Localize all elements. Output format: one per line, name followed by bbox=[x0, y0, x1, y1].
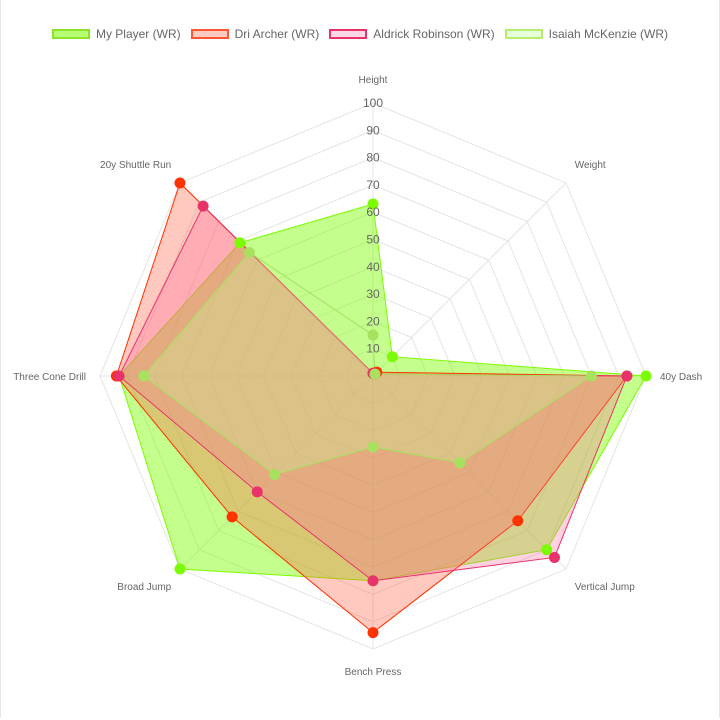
legend: My Player (WR) Dri Archer (WR) Aldrick R… bbox=[0, 27, 720, 41]
tick-label-30: 30 bbox=[366, 287, 380, 301]
axis-label-40y-dash: 40y Dash bbox=[660, 372, 702, 383]
series-0-point-1 bbox=[386, 351, 398, 363]
series-2-point-4 bbox=[367, 575, 379, 587]
series-1-point-5 bbox=[226, 511, 238, 523]
series-2-point-3 bbox=[548, 551, 560, 563]
axis-label-vertical-jump: Vertical Jump bbox=[575, 582, 635, 593]
series-3-point-1 bbox=[369, 368, 381, 380]
series-3-point-0 bbox=[367, 329, 379, 341]
series-3-point-2 bbox=[585, 370, 597, 382]
tick-label-50: 50 bbox=[366, 233, 380, 247]
series-3-point-4 bbox=[367, 441, 379, 453]
legend-label-my-player: My Player (WR) bbox=[95, 27, 181, 41]
series-1-point-3 bbox=[512, 515, 524, 527]
tick-label-20: 20 bbox=[366, 314, 380, 328]
axis-label-weight: Weight bbox=[575, 160, 606, 171]
series-1-point-4 bbox=[367, 627, 379, 639]
legend-swatch-isaiah-mckenzie bbox=[504, 29, 543, 39]
axis-label-three-cone-drill: Three Cone Drill bbox=[13, 372, 86, 383]
legend-label-dri-archer: Dri Archer (WR) bbox=[234, 27, 320, 41]
radar-points bbox=[110, 177, 652, 639]
axis-label-broad-jump: Broad Jump bbox=[117, 582, 171, 593]
legend-item-isaiah-mckenzie[interactable]: Isaiah McKenzie (WR) bbox=[504, 27, 669, 41]
series-0-point-5 bbox=[174, 563, 186, 575]
radar-areas bbox=[115, 182, 647, 634]
tick-label-40: 40 bbox=[366, 260, 380, 274]
series-2-point-6 bbox=[113, 370, 125, 382]
tick-label-90: 90 bbox=[366, 123, 380, 137]
legend-item-aldrick-robinson[interactable]: Aldrick Robinson (WR) bbox=[329, 27, 495, 41]
series-2-point-7 bbox=[197, 200, 209, 212]
legend-swatch-aldrick-robinson bbox=[329, 29, 368, 39]
tick-label-70: 70 bbox=[366, 178, 380, 192]
series-2-point-2 bbox=[621, 370, 633, 382]
series-1-point-7 bbox=[174, 177, 186, 189]
series-3-point-7 bbox=[243, 246, 255, 258]
radar-grid bbox=[99, 102, 647, 650]
legend-swatch-dri-archer bbox=[190, 29, 229, 39]
tick-label-60: 60 bbox=[366, 205, 380, 219]
radar-tick-labels: 10 20 30 40 50 60 70 80 90 100 bbox=[363, 96, 383, 356]
axis-label-20y-shuttle-run: 20y Shuttle Run bbox=[100, 160, 171, 171]
legend-item-my-player[interactable]: My Player (WR) bbox=[51, 27, 181, 41]
legend-label-isaiah-mckenzie: Isaiah McKenzie (WR) bbox=[548, 27, 669, 41]
grid-spoke-3 bbox=[372, 375, 567, 570]
series-3-point-6 bbox=[138, 370, 150, 382]
series-0-point-3 bbox=[541, 544, 553, 556]
tick-label-100: 100 bbox=[363, 96, 383, 110]
series-0-point-2 bbox=[640, 370, 652, 382]
series-2-point-5 bbox=[251, 486, 263, 498]
axis-label-height: Height bbox=[359, 75, 388, 86]
series-3-point-5 bbox=[269, 468, 281, 480]
legend-item-dri-archer[interactable]: Dri Archer (WR) bbox=[190, 27, 320, 41]
series-0-point-7 bbox=[234, 237, 246, 249]
series-0-point-0 bbox=[367, 198, 379, 210]
axis-label-bench-press: Bench Press bbox=[345, 667, 402, 678]
series-3-point-3 bbox=[454, 457, 466, 469]
tick-label-80: 80 bbox=[366, 151, 380, 165]
legend-swatch-my-player bbox=[51, 29, 90, 39]
legend-label-aldrick-robinson: Aldrick Robinson (WR) bbox=[373, 27, 495, 41]
radar-axis-labels: Height Weight 40y Dash Vertical Jump Bench P… bbox=[13, 75, 702, 678]
tick-label-10: 10 bbox=[366, 342, 380, 356]
grid-spoke-1 bbox=[372, 182, 567, 377]
